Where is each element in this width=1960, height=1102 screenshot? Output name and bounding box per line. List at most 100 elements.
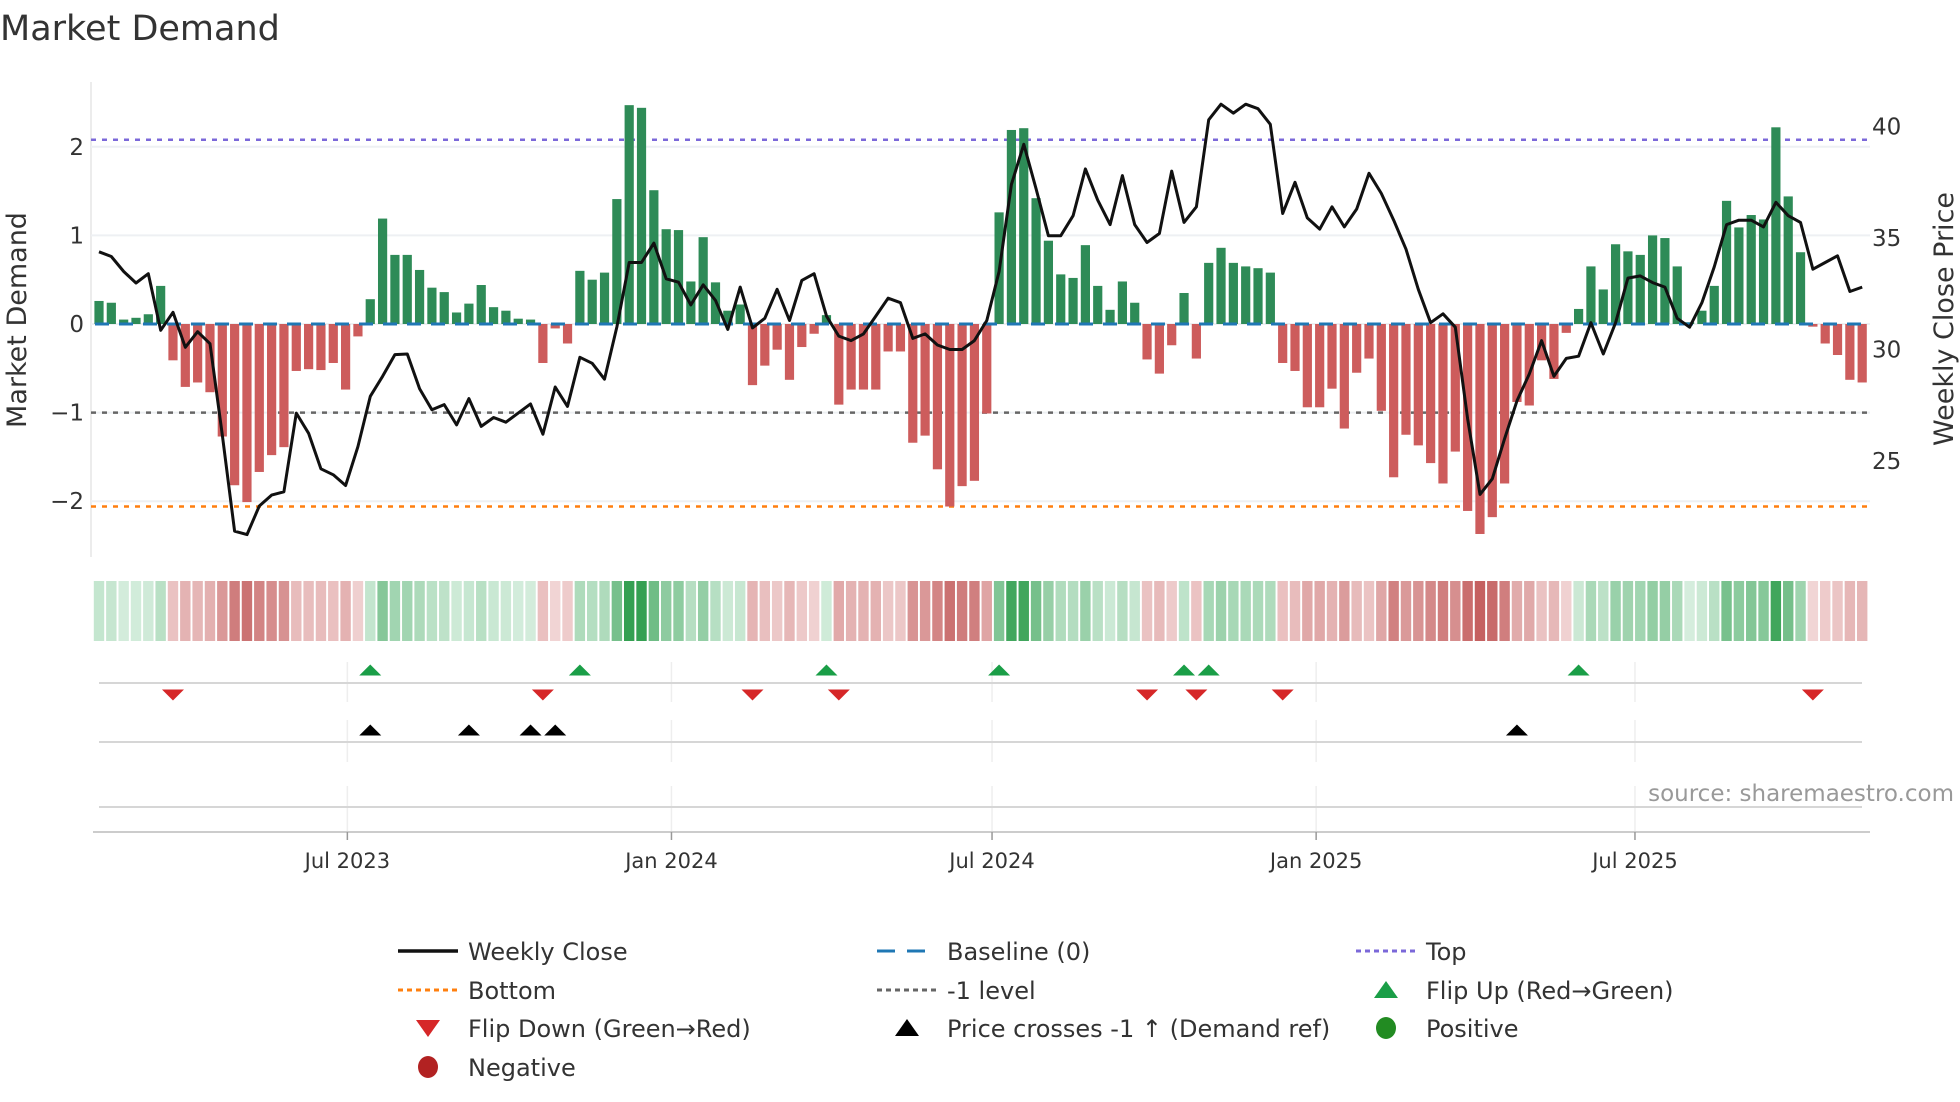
flip-down-marker [531, 689, 554, 701]
heat-cell [882, 581, 894, 641]
flip-up-marker [1173, 664, 1196, 676]
positive-bar [94, 300, 104, 324]
heat-cell [1252, 581, 1264, 641]
heat-cell [1450, 581, 1461, 641]
heat-cell [1696, 581, 1708, 641]
heat-cell [1561, 581, 1572, 641]
heat-cell [1610, 581, 1621, 641]
heat-cell [1129, 581, 1140, 641]
heat-cell [217, 581, 228, 641]
legend: Weekly Close Baseline (0) Top Bottom -1 leve… [398, 938, 1674, 1082]
negative-bar [1290, 324, 1300, 371]
negative-bar [1142, 324, 1152, 360]
legend-item: Weekly Close [398, 938, 628, 966]
legend-label: Price crosses -1 ↑ (Demand ref) [947, 1015, 1330, 1043]
heat-cell [833, 581, 844, 641]
legend-label: -1 level [947, 977, 1036, 1005]
heat-cell [303, 581, 314, 641]
heat-cell [1289, 581, 1301, 641]
positive-bar [1610, 244, 1621, 324]
heat-cell [660, 581, 672, 641]
negative-bar [1845, 324, 1855, 380]
positive-bar [390, 254, 400, 324]
heat-cell [1080, 581, 1091, 641]
positive-bar [1586, 266, 1596, 324]
heat-cell [130, 581, 142, 641]
weekly-close-line [98, 102, 1863, 537]
heat-cell [1376, 581, 1387, 641]
heat-cell [1314, 581, 1325, 641]
heat-cell [1154, 581, 1165, 641]
y-tick-label: 0 [69, 312, 84, 338]
y-tick-label: 2 [69, 135, 84, 161]
flip-up-marker [1567, 664, 1590, 676]
negative-bar [1820, 324, 1830, 344]
positive-bar [476, 285, 486, 324]
heat-cell [1363, 581, 1375, 641]
heat-cell [1351, 581, 1362, 641]
heat-cell [402, 581, 413, 641]
heat-cell [1746, 581, 1757, 641]
negative-bar [908, 324, 918, 443]
negative-bar [304, 324, 314, 370]
positive-bar [1623, 251, 1633, 324]
negative-bar [1438, 324, 1448, 484]
heat-cell [1339, 581, 1350, 641]
positive-bar [377, 218, 388, 324]
negative-bar [291, 324, 301, 371]
negative-bar [834, 324, 844, 405]
positive-bar [1019, 128, 1029, 324]
heat-cell [1536, 581, 1547, 641]
legend-item: -1 level [877, 977, 1036, 1005]
heat-cell [1709, 581, 1720, 641]
positive-bar [451, 312, 462, 324]
heat-cell [808, 581, 820, 641]
heat-cell [734, 581, 746, 641]
heat-cell [439, 581, 450, 641]
flip-up-marker [988, 664, 1011, 676]
heat-cell [352, 581, 364, 641]
legend-triangle-down-icon [416, 1020, 440, 1037]
heat-cell [192, 581, 203, 641]
price-cross-marker [1505, 724, 1528, 736]
heat-cell [1092, 581, 1103, 641]
heat-cell [1511, 581, 1523, 641]
negative-bar [1561, 324, 1571, 333]
heat-cell [426, 581, 438, 641]
negative-bar [1487, 324, 1497, 518]
negative-bar [895, 324, 906, 352]
positive-bar [1709, 285, 1719, 324]
heat-cell [747, 581, 758, 641]
negative-bar [982, 324, 992, 414]
positive-bar [735, 304, 745, 324]
negative-bar [809, 324, 819, 334]
positive-bar [501, 310, 511, 324]
positive-bar [1758, 219, 1769, 324]
price-cross-marker [359, 724, 382, 736]
heat-cell [599, 581, 610, 641]
flip-up-marker [815, 664, 838, 676]
negative-bar [353, 324, 363, 337]
positive-bar [1117, 281, 1127, 324]
positive-bar [636, 107, 647, 324]
negative-bar [180, 324, 190, 387]
heat-cell [1585, 581, 1597, 641]
heat-cell [1573, 581, 1584, 641]
negative-bar [230, 324, 240, 486]
negative-bar [341, 324, 351, 390]
flip-up-marker [359, 664, 382, 676]
heat-cell [1820, 581, 1831, 641]
heat-cell [340, 581, 351, 641]
negative-bar [1832, 324, 1843, 356]
positive-bar [649, 190, 659, 324]
negative-bar [242, 324, 252, 503]
heat-cell [1400, 581, 1412, 641]
heat-cell [93, 581, 105, 641]
heat-cell [1030, 581, 1042, 641]
heat-cell [1067, 581, 1079, 641]
negative-bar [1549, 324, 1559, 379]
positive-bar [1734, 227, 1744, 324]
positive-bar [402, 254, 412, 324]
source-credit: source: sharemaestro.com [1648, 781, 1954, 807]
heat-cell [1326, 581, 1338, 641]
